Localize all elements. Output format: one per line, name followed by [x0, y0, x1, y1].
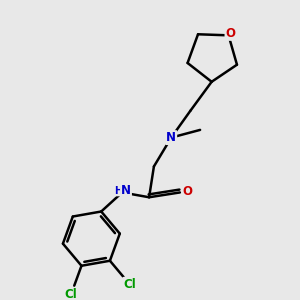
- Text: O: O: [183, 185, 193, 198]
- Text: Cl: Cl: [123, 278, 136, 291]
- Text: N: N: [166, 131, 176, 144]
- Text: O: O: [226, 27, 236, 40]
- Text: Cl: Cl: [64, 288, 77, 300]
- Text: H: H: [114, 185, 122, 196]
- Text: N: N: [121, 184, 131, 197]
